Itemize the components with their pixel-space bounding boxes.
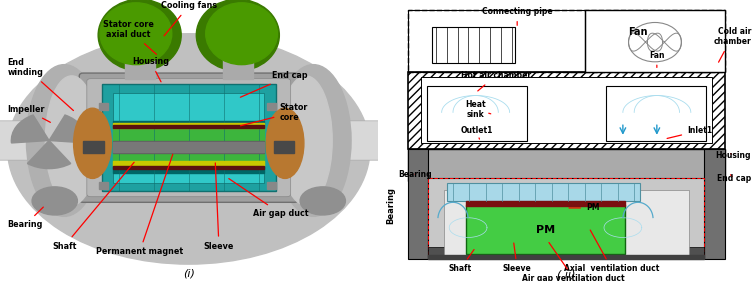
Text: End
winding: End winding — [8, 58, 73, 110]
FancyBboxPatch shape — [87, 79, 291, 197]
Wedge shape — [49, 115, 87, 143]
Text: Outlet1: Outlet1 — [461, 126, 493, 139]
FancyBboxPatch shape — [408, 72, 725, 149]
Text: Permanent magnet: Permanent magnet — [96, 154, 183, 256]
Text: Impeller: Impeller — [8, 105, 51, 122]
FancyBboxPatch shape — [606, 86, 706, 140]
Bar — [223, 51, 253, 79]
Text: Sleeve: Sleeve — [204, 163, 234, 251]
Text: Housing: Housing — [132, 57, 169, 82]
Bar — [113, 142, 264, 152]
Text: Hot air chamber: Hot air chamber — [461, 71, 531, 91]
FancyBboxPatch shape — [102, 84, 276, 191]
FancyBboxPatch shape — [585, 10, 725, 72]
Bar — [100, 103, 109, 110]
Text: Cold air
chamber: Cold air chamber — [713, 27, 751, 62]
FancyBboxPatch shape — [432, 27, 515, 63]
FancyBboxPatch shape — [79, 73, 298, 202]
Ellipse shape — [45, 76, 98, 205]
Ellipse shape — [8, 34, 370, 264]
Ellipse shape — [196, 0, 279, 71]
Bar — [100, 182, 109, 189]
FancyBboxPatch shape — [421, 77, 711, 143]
Ellipse shape — [279, 76, 332, 205]
FancyBboxPatch shape — [408, 149, 429, 259]
Bar — [267, 103, 276, 110]
Text: Stator core
axial duct: Stator core axial duct — [103, 20, 156, 54]
Text: Fan: Fan — [628, 27, 648, 37]
FancyBboxPatch shape — [447, 183, 639, 201]
Bar — [429, 255, 704, 259]
Ellipse shape — [26, 65, 102, 216]
Text: Sleeve: Sleeve — [503, 243, 532, 273]
Text: Connecting pipe: Connecting pipe — [482, 7, 553, 25]
Text: Air gap duct: Air gap duct — [229, 179, 309, 218]
Bar — [113, 166, 264, 173]
Text: Housing: Housing — [716, 151, 751, 160]
Ellipse shape — [100, 3, 171, 65]
Text: Bearing: Bearing — [8, 207, 43, 229]
Bar — [113, 121, 264, 128]
Text: Shaft: Shaft — [449, 250, 474, 273]
Text: PM: PM — [569, 203, 599, 212]
Bar — [113, 125, 264, 128]
Ellipse shape — [205, 3, 278, 65]
Text: Cooling fans: Cooling fans — [161, 1, 217, 36]
Bar — [125, 51, 155, 79]
Bar — [83, 140, 104, 153]
Text: (i): (i) — [183, 268, 195, 278]
FancyBboxPatch shape — [408, 149, 725, 181]
Text: ( ii): ( ii) — [557, 269, 575, 280]
Ellipse shape — [276, 65, 351, 216]
Text: End cap: End cap — [717, 174, 751, 183]
FancyBboxPatch shape — [0, 121, 57, 160]
Text: End cap: End cap — [240, 71, 307, 97]
Ellipse shape — [300, 187, 345, 215]
Bar — [466, 201, 625, 206]
FancyBboxPatch shape — [429, 247, 704, 259]
Bar — [113, 140, 264, 153]
Text: Axial  ventilation duct: Axial ventilation duct — [564, 230, 659, 273]
Text: Shaft: Shaft — [52, 162, 134, 251]
FancyBboxPatch shape — [321, 121, 381, 160]
Wedge shape — [11, 115, 49, 143]
FancyBboxPatch shape — [429, 178, 704, 259]
Ellipse shape — [32, 187, 77, 215]
Text: Inlet1: Inlet1 — [667, 126, 712, 139]
FancyBboxPatch shape — [113, 93, 264, 183]
Text: Fan: Fan — [649, 51, 664, 67]
Bar — [113, 166, 264, 169]
Text: Bearing: Bearing — [387, 187, 395, 224]
Bar — [113, 123, 264, 128]
Text: Air gap ventilation duct: Air gap ventilation duct — [522, 243, 625, 281]
FancyBboxPatch shape — [444, 190, 689, 257]
Ellipse shape — [73, 108, 112, 178]
Text: Stator
core: Stator core — [241, 103, 308, 126]
Ellipse shape — [266, 108, 304, 178]
Bar — [113, 128, 264, 166]
Bar — [113, 161, 264, 166]
Text: PM: PM — [536, 225, 555, 235]
Bar — [273, 140, 294, 153]
FancyBboxPatch shape — [427, 86, 526, 140]
Bar — [267, 182, 276, 189]
FancyBboxPatch shape — [466, 205, 625, 254]
FancyBboxPatch shape — [704, 149, 725, 259]
Wedge shape — [27, 140, 71, 169]
Text: Bearing: Bearing — [399, 170, 432, 179]
Ellipse shape — [98, 0, 181, 71]
Text: Heat
sink: Heat sink — [465, 100, 491, 119]
